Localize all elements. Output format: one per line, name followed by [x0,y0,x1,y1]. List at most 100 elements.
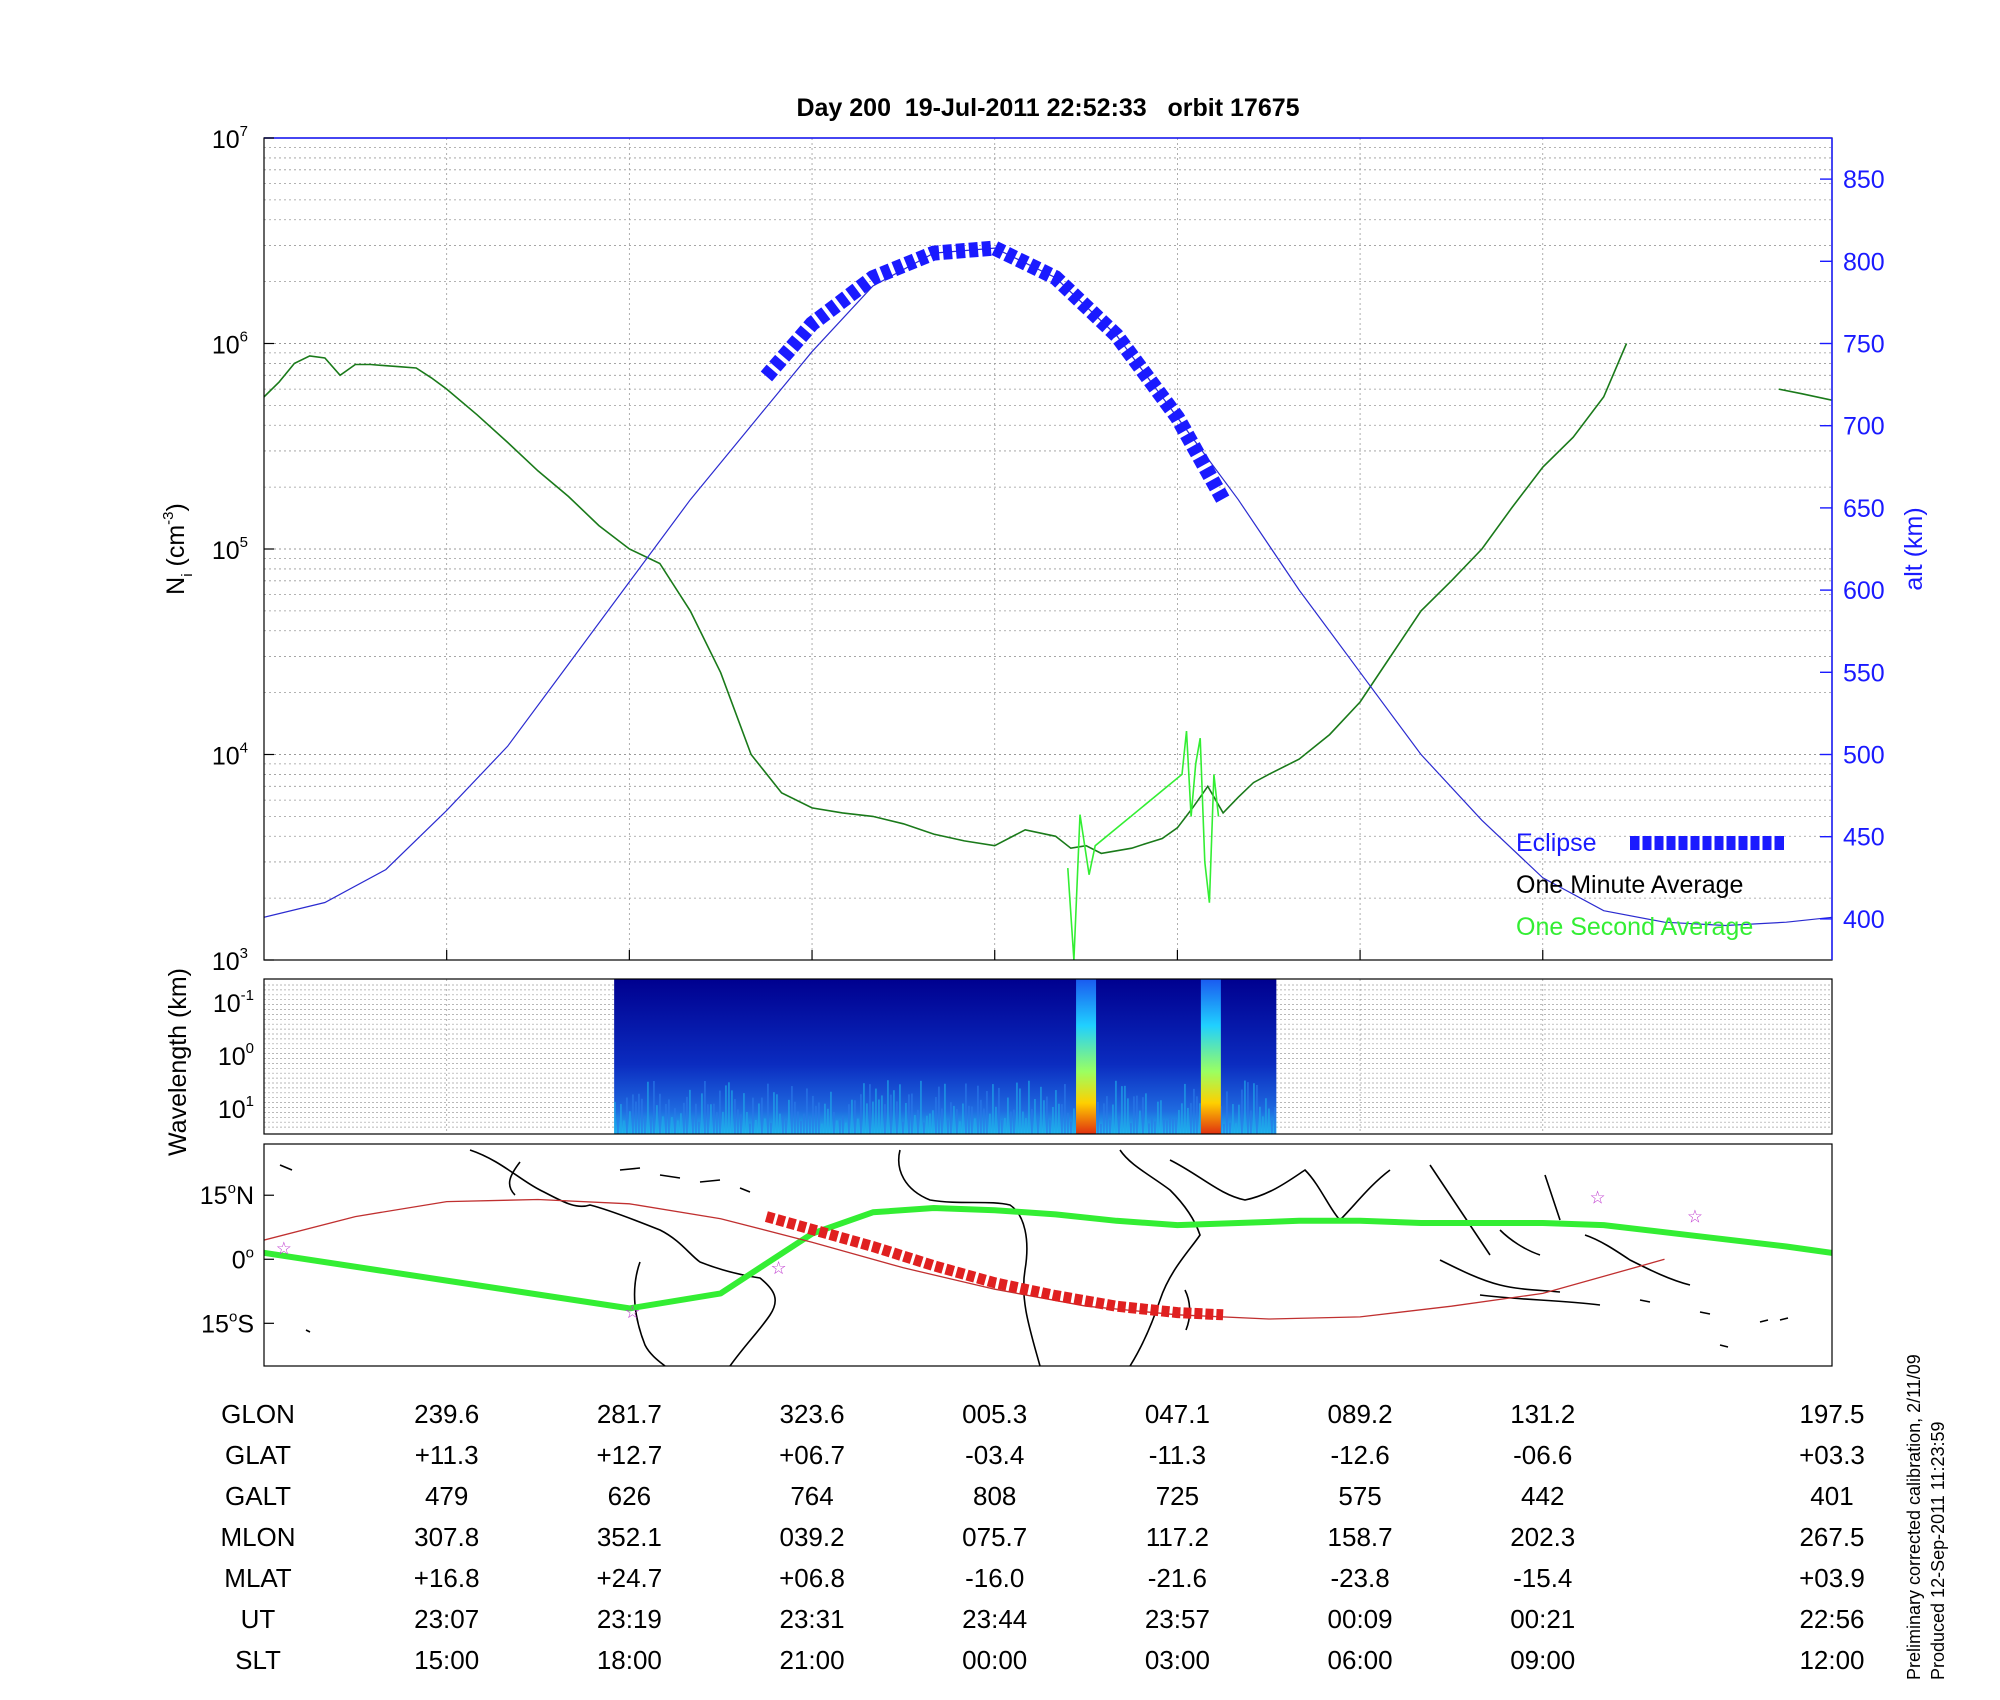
tick-hemi: S [237,1310,254,1338]
spectrogram-stripe [770,1122,772,1134]
spectrogram-stripe [950,1102,952,1134]
coast-misc-islands [279,1164,311,1333]
table-cell: +16.8 [414,1563,480,1593]
table-cell: -23.8 [1330,1563,1389,1593]
table-row-label: MLON [220,1522,295,1552]
star-marker-icon: ☆ [770,1258,786,1278]
tick-base: 10 [212,743,240,771]
spectrogram-stripe [1106,1096,1108,1134]
spectrogram-stripe [1169,1117,1171,1134]
spectrogram-stripe [887,1080,889,1134]
spectrogram-stripe [725,1085,727,1134]
spectrogram-stripe [1244,1080,1246,1134]
table-cell: 307.8 [414,1522,479,1552]
spectrogram-stripe [761,1097,763,1134]
spectrogram-image [614,979,1277,1134]
spectrogram-stripe [881,1095,883,1134]
altitude-line [264,247,1832,927]
spectrogram-stripe [1013,1109,1015,1134]
spectrogram-stripe [1034,1098,1036,1134]
spectrogram-stripe [674,1108,676,1134]
table-cell: -11.3 [1149,1440,1206,1470]
table-cell: 075.7 [962,1522,1027,1552]
spectrogram-stripe [824,1103,826,1134]
spectrogram-stripe [752,1097,754,1134]
spectrogram-stripe [686,1096,688,1134]
legend-eclipse-label: Eclipse [1516,829,1597,857]
spectrogram-stripe [1127,1098,1129,1134]
spectrogram-stripe [818,1102,820,1134]
spectrogram-stripe [1037,1118,1039,1134]
spectrogram-stripe [794,1101,796,1134]
spectrogram-stripe [1103,1103,1105,1134]
spectrogram-stripe [980,1099,982,1134]
spectrogram-stripe [698,1121,700,1134]
spectrogram-stripe [677,1120,679,1134]
table-cell: 23:19 [597,1604,662,1634]
spectrogram-stripe [773,1092,775,1134]
spectrogram-stripe [1040,1086,1042,1134]
table-row-label: GLON [221,1399,295,1429]
table-cell: 09:00 [1510,1645,1575,1675]
spectrogram-stripe [1220,1106,1222,1134]
spectrogram-stripe [1133,1096,1135,1134]
spectrogram-stripe [923,1122,925,1134]
table-row-label: GLAT [225,1440,291,1470]
spectrogram-stripe [1124,1085,1126,1134]
tick-base: 10 [212,126,240,154]
table-cell: 808 [973,1481,1016,1511]
spectrogram-stripe [1010,1111,1012,1134]
spectrogram-stripe [635,1101,637,1134]
spectrogram-stripe [638,1093,640,1134]
spectrogram-stripe [1001,1120,1003,1134]
spectrogram-stripe [956,1109,958,1134]
spectrogram-stripe [1112,1104,1114,1134]
spectrogram-stripe [1049,1120,1051,1134]
spectrogram-stripe [968,1105,970,1134]
right-tick-label: 650 [1843,495,1885,523]
spectrogram-stripe [1028,1080,1030,1134]
left-axis-label: Ni (cm-3) [160,503,196,595]
spectrogram-stripe [1148,1123,1150,1134]
legend: Eclipse One Minute Average One Second Av… [1516,829,1784,941]
produced-note: Produced 12-Sep-2011 11:23:59 [1928,1421,1948,1680]
spectrogram-stripe [836,1120,838,1134]
spectrogram-stripe [1109,1120,1111,1134]
spectrogram-stripe [1253,1083,1255,1134]
spectrogram-stripe [728,1082,730,1134]
spectrogram-stripe [692,1117,694,1134]
spectrogram-stripe [944,1083,946,1134]
right-tick-label: 500 [1843,742,1885,770]
tick-exp: 5 [240,534,248,551]
spectrogram-stripe [650,1118,652,1134]
spectrogram-stripe [812,1095,814,1134]
ylabel-unit-post: ) [162,503,190,511]
spectrogram-tick-label: 100 [218,1040,254,1071]
table-cell: +06.7 [779,1440,845,1470]
spectrogram-stripe [743,1093,745,1134]
spectrogram-stripe [1223,1123,1225,1134]
map-frame [263,1143,1833,1367]
spectrogram-stripe [1175,1119,1177,1134]
table-cell: -12.6 [1330,1440,1389,1470]
legend-minute-label: One Minute Average [1516,871,1743,899]
spectrogram-stripe [755,1119,757,1134]
top-grid [264,138,1832,961]
spectrogram-stripe [965,1083,967,1134]
spectrogram-stripe [992,1084,994,1134]
spectrogram-stripe [1031,1108,1033,1134]
spectrogram-stripe [959,1121,961,1134]
spectrogram-stripe [932,1110,934,1134]
table-cell: 575 [1338,1481,1381,1511]
spectrogram-stripe [1256,1084,1258,1134]
spectrogram-stripe [983,1108,985,1134]
spectrogram-stripe [707,1104,709,1134]
ylabel-sub: i [179,573,196,576]
spectrogram-stripe [914,1114,916,1134]
spectrogram-stripe [1130,1123,1132,1134]
coast-se-asia [1429,1164,1691,1306]
coast-pacific-islands [1639,1299,1789,1348]
tick-base: 10 [212,948,240,976]
spectrogram-stripe [1226,1091,1228,1134]
